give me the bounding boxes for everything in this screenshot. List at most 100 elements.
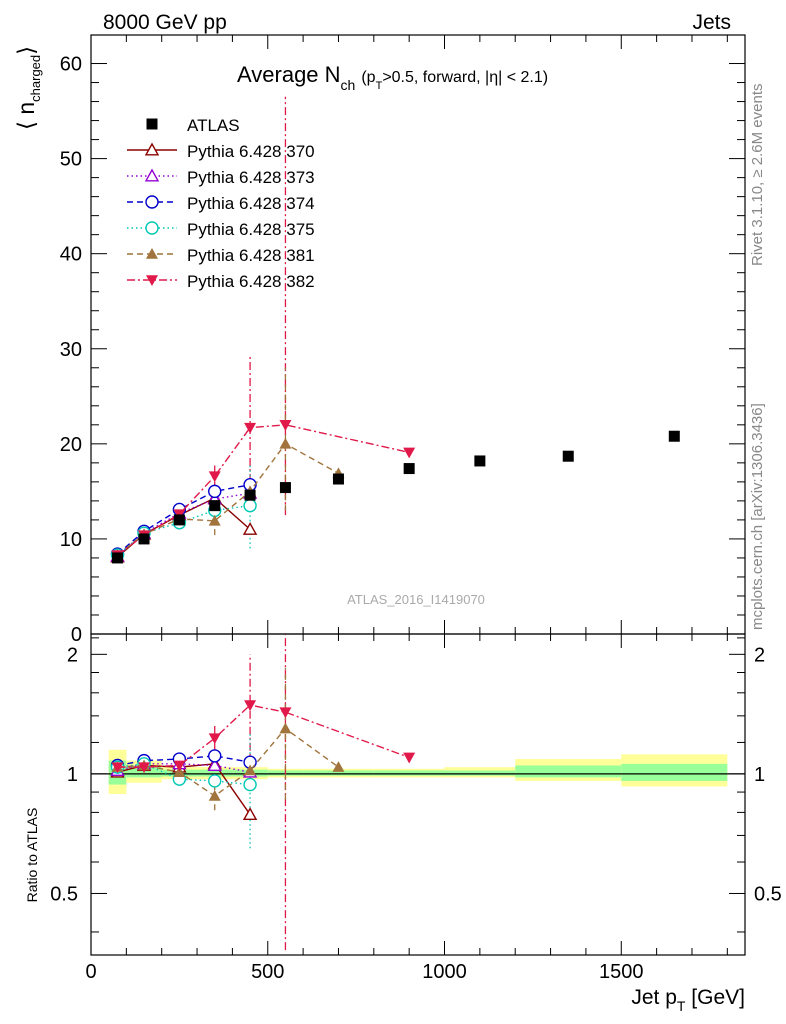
legend-entry-5: Pythia 6.428 382 [127, 272, 315, 291]
data-point [562, 450, 574, 462]
legend-label: Pythia 6.428 382 [187, 272, 315, 291]
ratio-y-tick-label-right: 1 [754, 764, 765, 786]
x-label-sub: T [677, 998, 686, 1014]
legend-label: ATLAS [187, 116, 240, 135]
series-line [117, 424, 410, 556]
ratio-y-tick-label: 0.5 [50, 883, 78, 905]
ratio-y-tick-label-right: 0.5 [754, 883, 782, 905]
series-point [208, 471, 221, 483]
x-label-main: Jet p [631, 986, 677, 1009]
legend-marker [146, 275, 158, 286]
ratio-series-point [173, 766, 186, 777]
ratio-series-point [208, 774, 222, 788]
data-point [668, 430, 680, 442]
legend-label: Pythia 6.428 370 [187, 142, 315, 161]
ratio-y-tick-label: 1 [67, 764, 78, 786]
x-tick-label: 1500 [599, 961, 644, 983]
data-point [474, 455, 486, 467]
header-right: Jets [692, 11, 731, 34]
legend: ATLAS Pythia 6.428 370 Pythia 6.428 373 Pyt… [127, 116, 315, 291]
main-y-tick-label: 10 [60, 529, 82, 551]
side-text-bottom: mcplots.cern.ch [arXiv:1306.3436] [749, 403, 766, 630]
main-y-label-sub: charged [28, 55, 43, 102]
series-line [117, 484, 251, 555]
legend-label: Pythia 6.428 373 [187, 168, 315, 187]
legend-marker [144, 142, 160, 156]
legend-marker [144, 168, 160, 182]
data-point [332, 473, 344, 485]
ratio-series-line [117, 763, 251, 773]
x-tick-label: 0 [85, 961, 96, 983]
x-tick-label: 1000 [422, 961, 467, 983]
svg-text:Jet pT [GeV]: Jet pT [GeV] [631, 986, 745, 1014]
title-cond: (p [361, 69, 375, 86]
ratio-series-point [208, 749, 222, 763]
axis-ticks: 0 500 1000 1500 0 10 20 30 40 50 60 0.5 0.5 1 1 2 2 [50, 35, 782, 983]
main-y-label-end: ⟩ [13, 46, 39, 55]
main-y-tick-label: 40 [60, 244, 82, 266]
ratio-series-point [403, 752, 416, 764]
legend-entry-0: Pythia 6.428 370 [127, 142, 315, 161]
ratio-series-point [207, 758, 222, 771]
x-tick-label: 500 [251, 961, 284, 983]
legend-label: Pythia 6.428 375 [187, 220, 315, 239]
legend-entry-1: Pythia 6.428 373 [127, 168, 315, 187]
series-point [208, 514, 221, 526]
ratio-plot-frame [90, 633, 746, 956]
ratio-series-point [138, 762, 151, 774]
legend-entry-3: Pythia 6.428 375 [127, 220, 315, 239]
series-point [403, 447, 416, 459]
band-green [373, 770, 445, 776]
data-point [244, 489, 256, 501]
main-y-tick-label: 30 [60, 339, 82, 361]
side-text-top: Rivet 3.1.10, ≥ 2.6M events [749, 84, 766, 267]
series-point [242, 521, 258, 535]
watermark: ATLAS_2016_I1419070 [347, 592, 485, 607]
data-point [138, 533, 150, 545]
data-point [403, 463, 415, 475]
x-axis-label: Jet pT [GeV] [631, 986, 745, 1014]
ratio-series-point [244, 700, 257, 712]
main-title: Average Nch (pT>0.5, forward, |η| < 2.1) [237, 62, 548, 93]
ratio-series-point [279, 707, 292, 719]
ratio-series-point [332, 761, 345, 772]
band-green [515, 765, 622, 778]
ratio-series-point [111, 762, 124, 774]
title-main: Average N [237, 62, 341, 87]
legend-marker [145, 221, 159, 235]
series-point [279, 420, 292, 431]
atlas-data-points [112, 430, 680, 564]
ratio-series-point [279, 722, 292, 734]
ratio-series-line [117, 704, 410, 768]
legend-entry-data: ATLAS [146, 116, 240, 135]
legend-label: Pythia 6.428 381 [187, 246, 315, 265]
band-green [621, 763, 728, 781]
band-green [303, 770, 374, 776]
data-point [173, 514, 185, 526]
series-5 [111, 420, 416, 562]
ratio-y-tick-label: 2 [67, 644, 78, 666]
band-green [197, 769, 233, 777]
plot-frames [90, 34, 746, 956]
series-point [208, 484, 222, 499]
legend-marker [146, 118, 158, 130]
main-y-tick-label: 20 [60, 434, 82, 456]
ratio-series-point [173, 760, 186, 772]
legend-entry-4: Pythia 6.428 381 [127, 246, 315, 265]
title-cond-sub: T [376, 80, 383, 92]
title-cond-rest: >0.5, forward, |η| < 2.1) [382, 69, 548, 86]
series-point [279, 437, 292, 449]
svg-text:Average Nch(pT>0.5, forward, |: Average Nch (pT>0.5, forward, |η| < 2.1) [237, 62, 548, 93]
x-label-end: [GeV] [685, 986, 745, 1009]
legend-entry-2: Pythia 6.428 374 [127, 194, 315, 213]
ratio-series-point [242, 807, 258, 821]
ratio-series-point [244, 764, 257, 776]
main-y-tick-label: 0 [71, 624, 82, 646]
series-point [243, 498, 257, 513]
data-point [209, 500, 221, 512]
data-point [279, 482, 291, 494]
ratio-series-point [243, 777, 257, 792]
legend-marker [145, 195, 159, 209]
main-y-tick-label: 50 [60, 149, 82, 171]
